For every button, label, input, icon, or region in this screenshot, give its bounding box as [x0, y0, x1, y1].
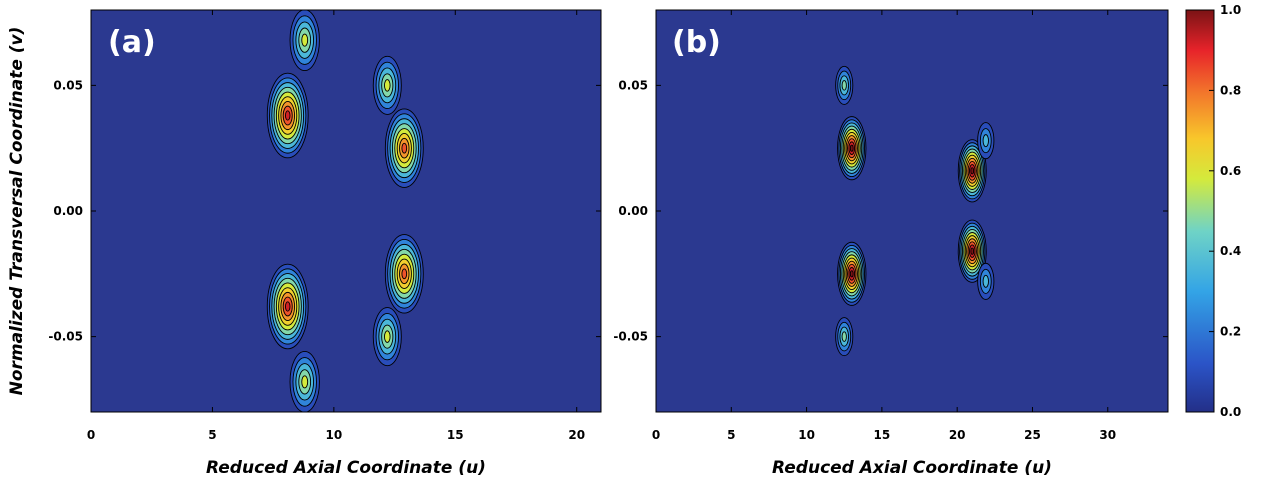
y-tick-label: -0.05: [48, 330, 83, 344]
contour-level: [970, 167, 975, 175]
contour-level: [401, 268, 408, 280]
y-tick-label: 0.05: [618, 78, 648, 92]
x-tick-label: 20: [949, 428, 966, 442]
x-tick-label: 15: [447, 428, 464, 442]
contour-level: [841, 331, 847, 342]
contour-level: [982, 134, 989, 148]
y-tick-label: 0.05: [53, 78, 83, 92]
x-tick-label: 0: [652, 428, 660, 442]
x-axis-title-b: Reduced Axial Coordinate (u): [772, 458, 1052, 478]
contour-level: [301, 33, 309, 47]
colorbar-tick-label: 0.8: [1220, 83, 1241, 97]
panel-label-a: (a): [108, 25, 156, 60]
x-tick-label: 5: [208, 428, 216, 442]
contour-level: [970, 247, 975, 255]
intensity-peak: [837, 116, 867, 181]
intensity-peak: [384, 108, 424, 188]
contour-map-a: [266, 10, 424, 412]
contour-level: [384, 330, 391, 343]
intensity-peak: [289, 351, 320, 412]
x-tick-label: 0: [87, 428, 95, 442]
y-tick-label: 0.00: [618, 204, 648, 218]
x-tick-label: 30: [1099, 428, 1116, 442]
y-axis-title: Normalized Transversal Coordinate (v): [7, 27, 27, 396]
intensity-peak: [372, 55, 402, 115]
y-axis-a: 0.05 0.00 -0.05: [48, 78, 601, 344]
plot-area-b: [656, 10, 1168, 412]
intensity-peak: [977, 262, 995, 300]
colorbar-tick-label: 0.2: [1220, 325, 1241, 339]
x-tick-label: 5: [727, 428, 735, 442]
intensity-peak: [266, 263, 309, 350]
contour-level: [849, 144, 854, 152]
intensity-peak: [384, 234, 424, 314]
x-tick-label: 25: [1024, 428, 1041, 442]
intensity-peak: [289, 10, 320, 71]
intensity-peak: [977, 122, 995, 160]
contour-level: [384, 79, 391, 92]
intensity-peak: [266, 72, 309, 159]
contour-level: [284, 110, 291, 121]
plot-area-a: [91, 10, 601, 412]
intensity-peak: [835, 317, 854, 357]
contour-level: [401, 142, 408, 154]
contour-level: [301, 375, 309, 389]
x-tick-label: 15: [874, 428, 891, 442]
x-tick-label: 10: [326, 428, 343, 442]
panel-b: (b) 0 5 10 15 20 25 30 0.05 0.00 -0.05 Reduced A…: [613, 9, 1169, 478]
colorbar-tick-label: 0.4: [1220, 244, 1241, 258]
intensity-peak: [957, 139, 987, 203]
colorbar-tick-label: 1.0: [1220, 3, 1241, 17]
contour-level: [284, 301, 291, 312]
intensity-peak: [835, 65, 854, 105]
colorbar-gradient: [1185, 9, 1215, 413]
colorbar-ticks: 1.0 0.8 0.6 0.4 0.2 0.0: [1209, 3, 1241, 419]
colorbar-tick-label: 0.6: [1220, 164, 1241, 178]
panel-label-b: (b): [672, 25, 721, 60]
y-tick-label: -0.05: [613, 330, 648, 344]
x-tick-label: 20: [568, 428, 585, 442]
intensity-peak: [957, 219, 987, 283]
intensity-peak: [372, 307, 402, 367]
intensity-peak: [837, 241, 867, 306]
contour-level: [849, 270, 854, 278]
panel-a: (a) 0 5 10 15 20 0.05 0.00 -0.05 Reduced Axial…: [7, 9, 602, 478]
x-axis-a: 0 5 10 15 20: [87, 10, 585, 442]
y-axis-b: 0.05 0.00 -0.05: [613, 78, 1168, 344]
contour-level: [841, 80, 847, 91]
contour-map-b: [835, 65, 995, 357]
x-axis-title-a: Reduced Axial Coordinate (u): [206, 458, 486, 478]
colorbar: 1.0 0.8 0.6 0.4 0.2 0.0: [1185, 3, 1241, 419]
x-axis-b: 0 5 10 15 20 25 30: [652, 10, 1116, 442]
y-tick-label: 0.00: [53, 204, 83, 218]
x-tick-label: 10: [798, 428, 815, 442]
contour-level: [982, 274, 989, 288]
colorbar-tick-label: 0.0: [1220, 405, 1241, 419]
